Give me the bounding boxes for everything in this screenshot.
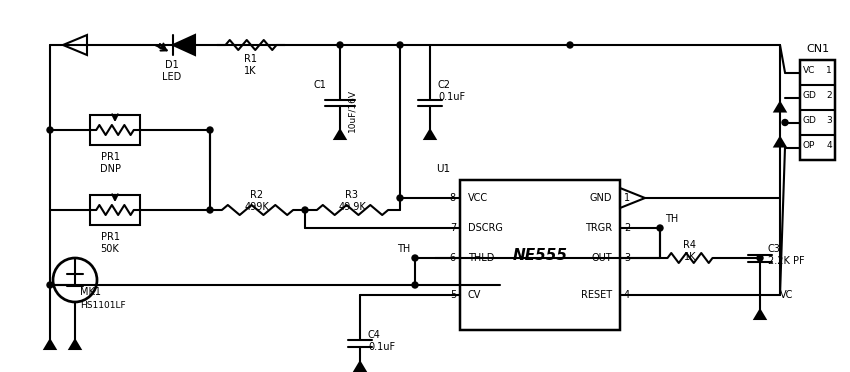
Circle shape <box>782 119 788 125</box>
Text: D1: D1 <box>165 60 178 70</box>
Text: R3: R3 <box>345 190 359 200</box>
Text: 7: 7 <box>450 223 456 233</box>
Text: GND: GND <box>590 193 612 203</box>
Bar <box>90 195 140 225</box>
Text: C3: C3 <box>768 244 781 254</box>
Text: 6: 6 <box>450 253 456 263</box>
Polygon shape <box>774 103 785 112</box>
Polygon shape <box>425 130 435 139</box>
Polygon shape <box>774 138 785 147</box>
Polygon shape <box>335 130 345 139</box>
Bar <box>800 60 835 160</box>
Text: 2: 2 <box>624 223 630 233</box>
Text: RESET: RESET <box>581 290 612 300</box>
Text: TH: TH <box>397 244 410 254</box>
Text: THLD: THLD <box>468 253 495 263</box>
Text: 1K: 1K <box>683 252 696 262</box>
Text: MK1: MK1 <box>80 287 101 297</box>
Circle shape <box>412 282 418 288</box>
Circle shape <box>207 127 213 133</box>
Circle shape <box>397 42 403 48</box>
Text: C4: C4 <box>368 330 381 340</box>
Text: OP: OP <box>803 141 815 150</box>
Text: 5: 5 <box>450 290 456 300</box>
Text: U1: U1 <box>436 164 450 174</box>
Text: C2: C2 <box>438 80 451 90</box>
Bar <box>460 180 620 330</box>
Text: R4: R4 <box>683 240 696 250</box>
Polygon shape <box>44 340 55 349</box>
Text: HS1101LF: HS1101LF <box>80 301 126 310</box>
Polygon shape <box>755 310 765 319</box>
Text: 49.9K: 49.9K <box>338 202 366 212</box>
Circle shape <box>47 127 53 133</box>
Circle shape <box>757 255 763 261</box>
Text: DNP: DNP <box>99 164 121 174</box>
Text: 8: 8 <box>450 193 456 203</box>
Text: 1: 1 <box>624 193 630 203</box>
Text: 0.1uF: 0.1uF <box>368 342 395 352</box>
Circle shape <box>302 207 308 213</box>
Circle shape <box>412 255 418 261</box>
Text: LED: LED <box>162 72 182 82</box>
Text: 3: 3 <box>624 253 630 263</box>
Circle shape <box>207 207 213 213</box>
Text: 50K: 50K <box>100 244 119 254</box>
Text: R1: R1 <box>243 54 257 64</box>
Polygon shape <box>354 362 366 371</box>
Text: NE555: NE555 <box>513 247 568 263</box>
Circle shape <box>397 195 403 201</box>
Text: 3: 3 <box>826 116 832 125</box>
Text: CV: CV <box>468 290 481 300</box>
Text: 4: 4 <box>624 290 630 300</box>
Text: R2: R2 <box>251 190 264 200</box>
Text: 1K: 1K <box>244 66 256 76</box>
Text: GD: GD <box>803 116 817 125</box>
Polygon shape <box>173 35 195 55</box>
Circle shape <box>337 42 343 48</box>
Circle shape <box>657 225 663 231</box>
Text: 1: 1 <box>826 66 832 75</box>
Text: C1: C1 <box>314 80 326 90</box>
Text: CN1: CN1 <box>806 44 829 54</box>
Polygon shape <box>70 340 81 349</box>
Text: 0.1uF: 0.1uF <box>438 92 465 102</box>
Text: 10uF/16V: 10uF/16V <box>347 89 356 131</box>
Text: 2.2K PF: 2.2K PF <box>768 256 805 266</box>
Text: PR1: PR1 <box>100 232 120 242</box>
Text: 2: 2 <box>826 91 832 100</box>
Circle shape <box>567 42 573 48</box>
Text: TH: TH <box>665 214 678 224</box>
Text: OUT: OUT <box>592 253 612 263</box>
Text: TRGR: TRGR <box>585 223 612 233</box>
Text: GD: GD <box>803 91 817 100</box>
Text: VC: VC <box>780 290 793 300</box>
Text: 4: 4 <box>826 141 832 150</box>
Bar <box>90 115 140 145</box>
Text: 499K: 499K <box>245 202 269 212</box>
Text: VCC: VCC <box>468 193 488 203</box>
Text: DSCRG: DSCRG <box>468 223 503 233</box>
Text: VC: VC <box>803 66 815 75</box>
Circle shape <box>47 282 53 288</box>
Text: PR1: PR1 <box>100 152 120 162</box>
